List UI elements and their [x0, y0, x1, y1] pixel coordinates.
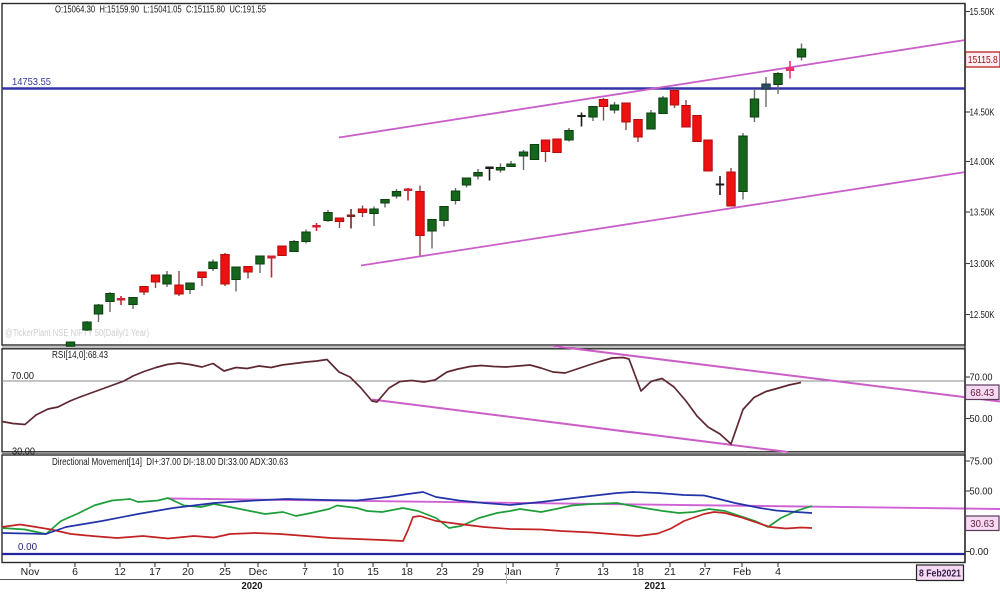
svg-text:18: 18	[401, 566, 413, 578]
svg-text:25: 25	[219, 566, 231, 578]
svg-text:14.50K: 14.50K	[970, 108, 995, 119]
svg-text:17: 17	[149, 566, 161, 578]
svg-text:Dec: Dec	[249, 566, 268, 578]
svg-text:Nov: Nov	[21, 566, 40, 578]
svg-text:7: 7	[302, 566, 308, 578]
svg-text:13: 13	[597, 566, 609, 578]
svg-text:10: 10	[332, 566, 344, 578]
svg-text:RSI[14,0]:68.43: RSI[14,0]:68.43	[52, 350, 108, 361]
svg-text:12.50K: 12.50K	[970, 310, 995, 321]
svg-text:68.43: 68.43	[970, 388, 994, 399]
svg-text:6: 6	[72, 566, 78, 578]
svg-text:13.00K: 13.00K	[970, 259, 995, 270]
svg-text:23: 23	[436, 566, 448, 578]
svg-text:Jan: Jan	[505, 566, 522, 578]
svg-text:4: 4	[775, 566, 781, 578]
svg-text:13.50K: 13.50K	[970, 208, 995, 219]
svg-text:@TickerPlant NSE NIFTY 50(Dail: @TickerPlant NSE NIFTY 50(Daily/1 Year)	[5, 328, 149, 339]
svg-text:2020: 2020	[242, 580, 263, 592]
svg-text:50.00: 50.00	[970, 414, 993, 425]
svg-text:70.00: 70.00	[11, 371, 34, 382]
svg-text:70.00: 70.00	[970, 373, 993, 384]
svg-text:0.00: 0.00	[970, 547, 989, 558]
svg-text:8 Feb2021: 8 Feb2021	[919, 568, 961, 579]
svg-text:20: 20	[182, 566, 194, 578]
svg-text:15.50K: 15.50K	[970, 7, 995, 18]
svg-text:15: 15	[367, 566, 379, 578]
svg-text:30.63: 30.63	[970, 519, 994, 530]
svg-text:21: 21	[664, 566, 676, 578]
svg-text:27: 27	[699, 566, 711, 578]
svg-text:Feb: Feb	[733, 566, 751, 578]
svg-text:15115.8: 15115.8	[968, 55, 998, 66]
svg-text:50.00: 50.00	[970, 487, 993, 498]
svg-text:O:15064.30 H:15159.90 L:1504: O:15064.30 H:15159.90 L:15041.05 C:15115…	[55, 4, 266, 15]
svg-text:12: 12	[114, 566, 126, 578]
svg-text:18: 18	[632, 566, 644, 578]
svg-text:30.00: 30.00	[12, 447, 35, 458]
svg-text:14.00K: 14.00K	[970, 157, 995, 168]
svg-text:7: 7	[554, 566, 560, 578]
svg-text:Directional Movement[14] DI+:: Directional Movement[14] DI+:37.00 DI-:1…	[52, 457, 288, 468]
svg-text:14753.55: 14753.55	[12, 76, 51, 88]
svg-text:29: 29	[472, 566, 484, 578]
svg-text:75.00: 75.00	[970, 457, 993, 468]
svg-text:0.00: 0.00	[18, 542, 37, 553]
svg-text:2021: 2021	[645, 580, 666, 592]
